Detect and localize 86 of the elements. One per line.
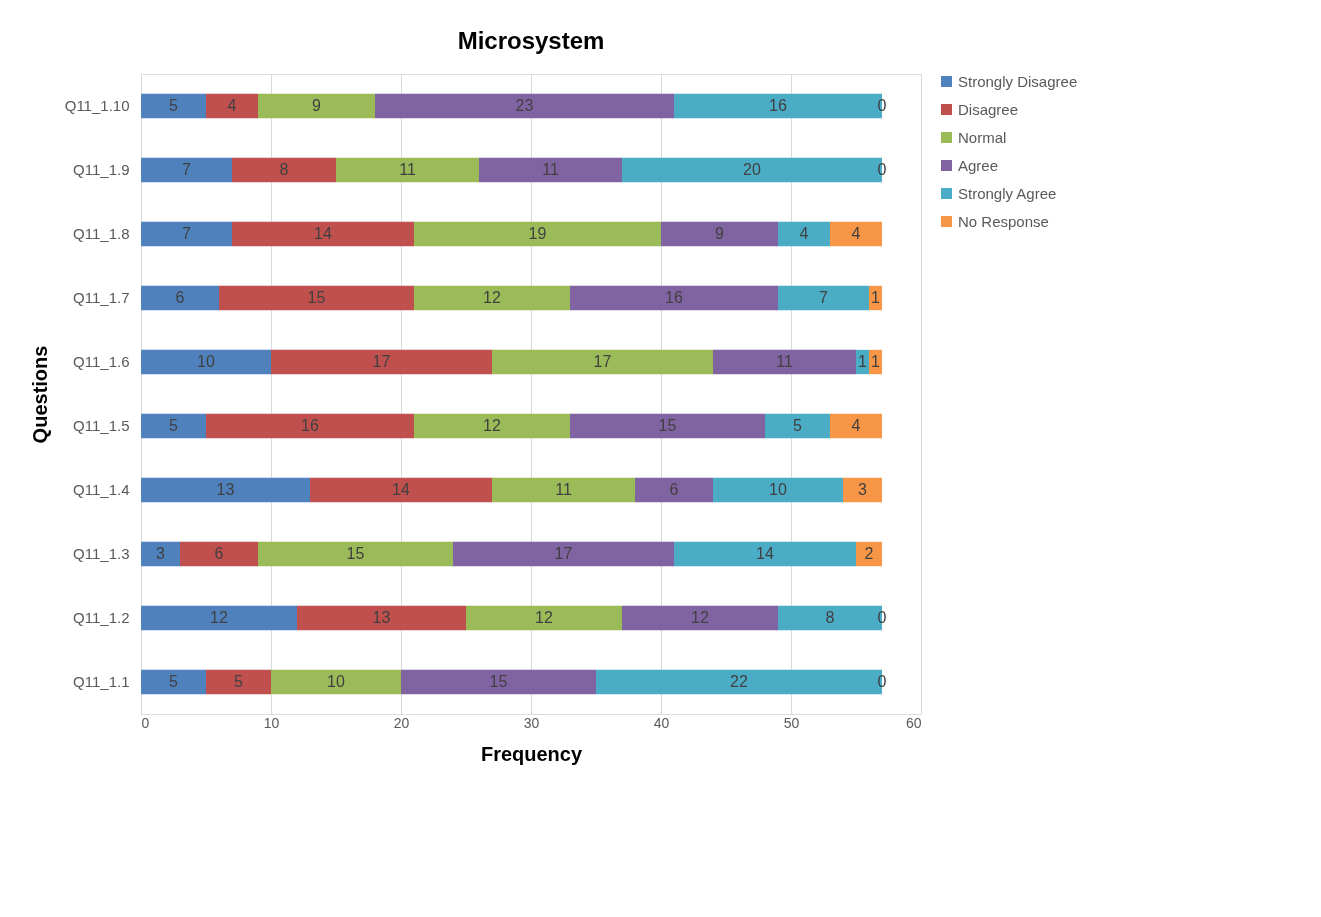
data-label: 6	[214, 545, 224, 562]
data-label: 6	[669, 481, 679, 498]
chart-title: Microsystem	[457, 27, 605, 54]
data-label: 11	[399, 161, 416, 178]
data-label: 15	[489, 673, 508, 690]
y-tick-label: Q11_1.5	[73, 417, 130, 434]
data-label: 4	[851, 225, 861, 242]
legend-label: Agree	[958, 156, 999, 174]
data-label: 22	[730, 673, 748, 690]
legend-label: No Response	[958, 212, 1049, 230]
data-label: 5	[169, 417, 179, 434]
data-label: 9	[715, 225, 725, 242]
data-label: 14	[392, 481, 410, 498]
y-tick-label: Q11_1.1	[73, 673, 130, 690]
x-tick-label: 10	[263, 714, 280, 731]
data-label: 0	[877, 97, 887, 114]
data-label: 2	[864, 545, 874, 562]
data-label: 12	[535, 609, 553, 626]
y-tick-label: Q11_1.9	[73, 161, 130, 178]
x-tick-label: 60	[905, 714, 922, 731]
y-tick-label: Q11_1.6	[73, 353, 130, 370]
y-tick-label: Q11_1.10	[64, 97, 130, 114]
y-tick-label: Q11_1.8	[73, 225, 130, 242]
x-tick-label: 40	[653, 714, 670, 731]
data-label: 7	[182, 161, 192, 178]
legend-label: Normal	[958, 128, 1007, 146]
data-label: 17	[593, 353, 612, 370]
data-label: 8	[825, 609, 835, 626]
x-tick-label: 30	[523, 714, 540, 731]
data-label: 4	[799, 225, 809, 242]
x-tick-label: 50	[783, 714, 800, 731]
data-label: 17	[372, 353, 391, 370]
data-label: 11	[555, 481, 572, 498]
data-label: 12	[483, 289, 501, 306]
data-label: 17	[554, 545, 573, 562]
x-tick-label: 0	[141, 714, 150, 731]
legend-label: Strongly Agree	[958, 184, 1057, 202]
data-label: 0	[877, 609, 887, 626]
data-label: 5	[169, 97, 179, 114]
data-label: 14	[314, 225, 332, 242]
y-tick-label: Q11_1.3	[73, 545, 130, 562]
y-tick-label: Q11_1.2	[73, 609, 130, 626]
data-label: 1	[858, 353, 868, 370]
data-label: 13	[216, 481, 235, 498]
data-label: 16	[769, 97, 787, 114]
legend-label: Strongly Disagree	[958, 72, 1078, 90]
data-label: 15	[307, 289, 326, 306]
data-label: 0	[877, 161, 887, 178]
data-label: 10	[769, 481, 787, 498]
data-label: 11	[542, 161, 559, 178]
data-label: 4	[851, 417, 861, 434]
data-label: 12	[691, 609, 709, 626]
data-label: 16	[665, 289, 683, 306]
data-label: 5	[793, 417, 803, 434]
y-axis-title: Questions	[28, 345, 51, 444]
data-label: 5	[234, 673, 244, 690]
x-tick-label: 20	[393, 714, 410, 731]
y-tick-label: Q11_1.4	[73, 481, 130, 498]
data-label: 3	[858, 481, 868, 498]
data-label: 15	[658, 417, 677, 434]
data-label: 0	[877, 673, 887, 690]
data-label: 16	[301, 417, 319, 434]
data-label: 3	[156, 545, 166, 562]
data-label: 7	[819, 289, 829, 306]
data-label: 13	[372, 609, 391, 626]
data-label: 12	[483, 417, 501, 434]
data-label: 6	[175, 289, 185, 306]
data-label: 7	[182, 225, 192, 242]
data-label: 14	[756, 545, 774, 562]
data-label: 1	[871, 289, 881, 306]
data-label: 10	[327, 673, 345, 690]
data-label: 10	[197, 353, 215, 370]
data-label: 15	[346, 545, 365, 562]
x-axis-title: Frequency	[480, 742, 583, 765]
data-label: 9	[312, 97, 322, 114]
data-label: 1	[871, 353, 881, 370]
data-label: 11	[776, 353, 793, 370]
data-label: 23	[515, 97, 534, 114]
data-label: 4	[227, 97, 237, 114]
legend-label: Disagree	[958, 100, 1019, 118]
data-label: 8	[279, 161, 289, 178]
y-tick-label: Q11_1.7	[73, 289, 130, 306]
data-label: 19	[528, 225, 547, 242]
data-label: 5	[169, 673, 179, 690]
data-label: 12	[210, 609, 228, 626]
data-label: 20	[743, 161, 761, 178]
